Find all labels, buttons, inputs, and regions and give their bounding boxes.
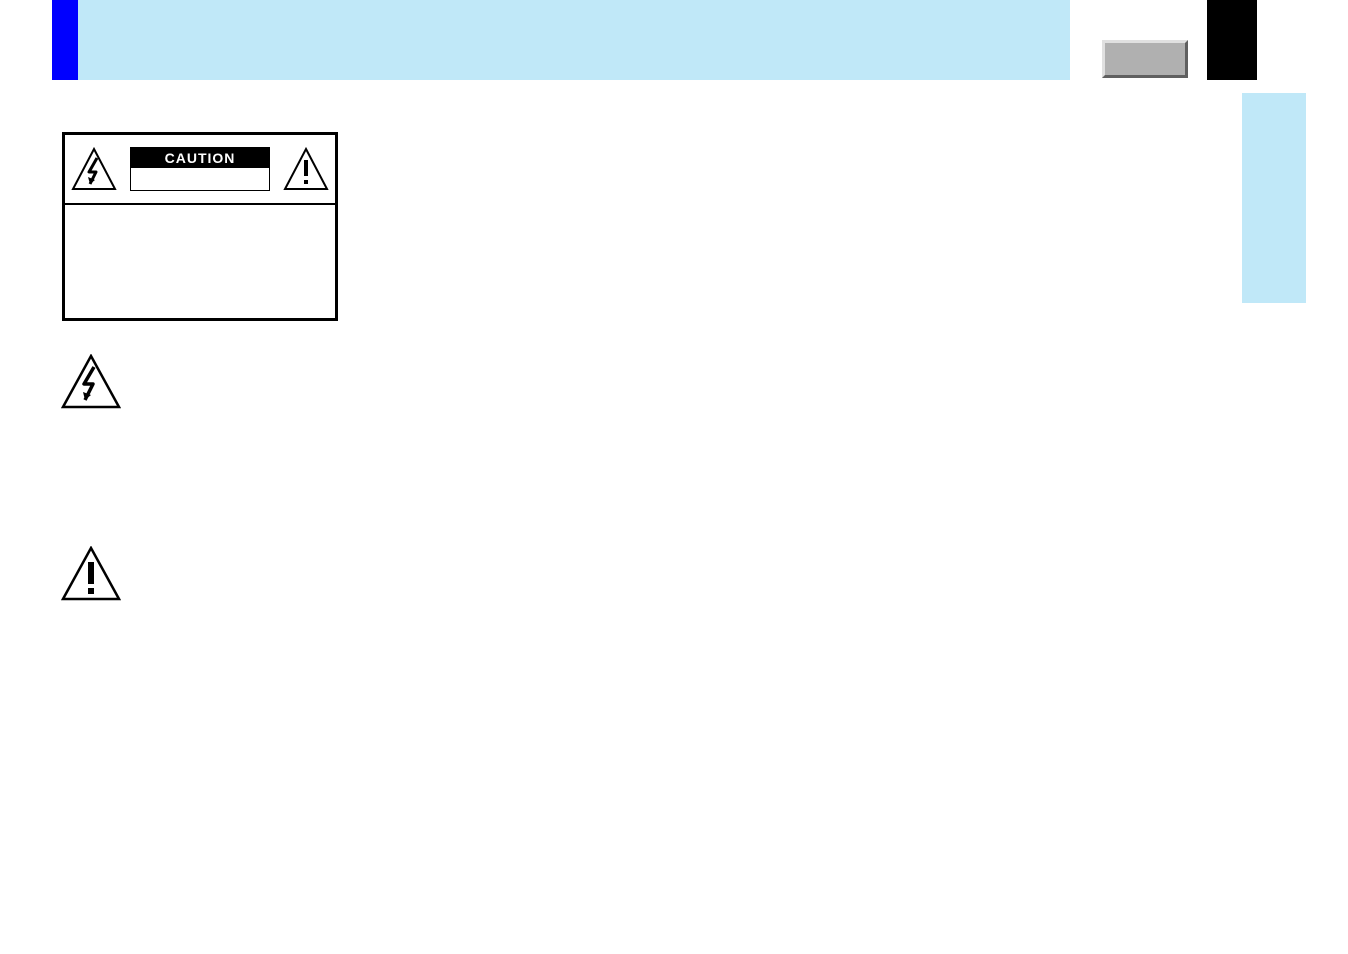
bevel-button[interactable] bbox=[1102, 40, 1188, 78]
blue-stripe bbox=[52, 0, 78, 80]
caution-header: CAUTION bbox=[65, 135, 335, 205]
lightblue-banner bbox=[78, 0, 1070, 80]
caution-label-sub bbox=[131, 168, 269, 190]
caution-card: CAUTION bbox=[62, 132, 338, 321]
top-banner bbox=[52, 0, 1257, 80]
lightning-triangle-icon bbox=[71, 146, 117, 192]
exclamation-triangle-icon bbox=[283, 146, 329, 192]
caution-label-box: CAUTION bbox=[130, 147, 270, 191]
side-tab bbox=[1242, 93, 1306, 303]
black-block bbox=[1207, 0, 1257, 80]
lightning-triangle-icon bbox=[61, 354, 121, 409]
caution-label: CAUTION bbox=[131, 148, 269, 168]
exclamation-triangle-icon bbox=[61, 546, 121, 601]
